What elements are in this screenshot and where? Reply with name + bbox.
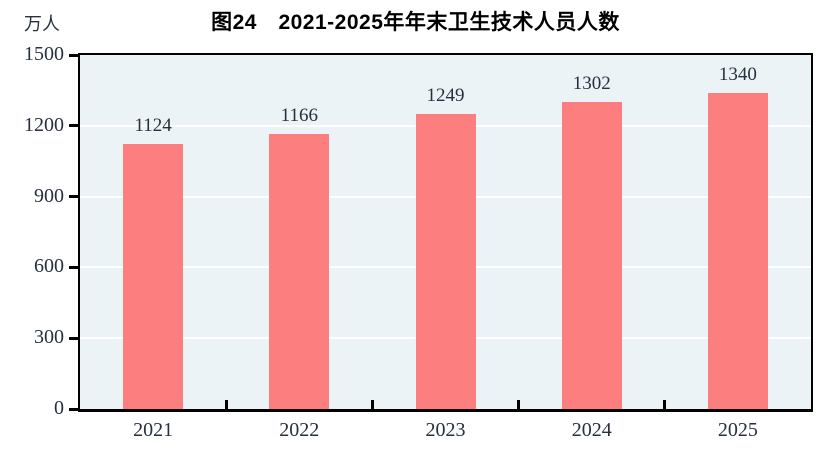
bar-2023 bbox=[415, 114, 476, 409]
bar-value-label-2021: 1124 bbox=[134, 114, 172, 136]
y-tick-600 bbox=[69, 265, 78, 269]
x-category-label-2022: 2022 bbox=[279, 419, 320, 441]
x-tick-4 bbox=[663, 400, 667, 409]
x-category-label-2023: 2023 bbox=[425, 419, 466, 441]
y-tick-0 bbox=[69, 407, 78, 411]
bar-2022 bbox=[269, 133, 330, 409]
y-tick-label-900: 900 bbox=[34, 184, 64, 207]
plot-area: 1124 1166 1249 1302 1340 bbox=[78, 53, 813, 412]
y-axis-unit-label: 万人 bbox=[24, 14, 60, 34]
bar-value-label-2023: 1249 bbox=[426, 85, 465, 107]
x-tick-3 bbox=[517, 400, 521, 409]
chart-title: 图24 2021-2025年年末卫生技术人员人数 bbox=[211, 11, 620, 34]
y-tick-label-1500: 1500 bbox=[24, 43, 64, 65]
x-category-label-2021: 2021 bbox=[133, 419, 174, 441]
x-tick-2 bbox=[370, 400, 374, 409]
y-tick-1500 bbox=[69, 53, 78, 57]
x-category-label-2024: 2024 bbox=[571, 419, 612, 441]
y-tick-label-600: 600 bbox=[34, 255, 64, 278]
y-tick-300 bbox=[69, 336, 78, 340]
bar-value-label-2022: 1166 bbox=[280, 104, 318, 126]
y-tick-label-0: 0 bbox=[54, 397, 64, 419]
y-tick-1200 bbox=[69, 124, 78, 128]
bar-2021 bbox=[123, 143, 184, 409]
y-tick-label-300: 300 bbox=[34, 326, 64, 349]
bar-value-label-2025: 1340 bbox=[718, 63, 757, 85]
y-tick-900 bbox=[69, 195, 78, 199]
bar-value-label-2024: 1302 bbox=[572, 72, 611, 94]
x-category-label-2025: 2025 bbox=[717, 419, 758, 441]
bar-2025 bbox=[707, 92, 768, 409]
bar-2024 bbox=[561, 101, 622, 409]
x-tick-1 bbox=[224, 400, 228, 409]
y-tick-label-1200: 1200 bbox=[24, 113, 64, 136]
